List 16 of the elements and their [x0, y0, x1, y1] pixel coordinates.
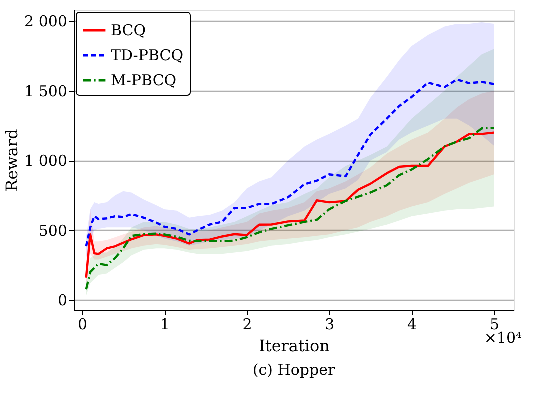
y-tick-label: 500	[38, 222, 68, 240]
y-tick-label: 1 000	[24, 152, 68, 170]
legend-label: M-PBCQ	[111, 72, 177, 90]
x-tick-label: 2	[242, 316, 252, 334]
text: (c) Hopper	[252, 361, 336, 379]
y-tick-label: 0	[58, 292, 68, 310]
legend-label: BCQ	[111, 22, 146, 40]
x-tick-label: 4	[408, 316, 418, 334]
y-axis-title: Reward	[2, 129, 22, 192]
x-tick-label: 0	[78, 316, 88, 334]
x-tick-label: 3	[325, 316, 335, 334]
x-tick-label: 1	[160, 316, 170, 334]
x-axis-title: Iteration	[259, 336, 330, 356]
y-tick-label: 1 500	[24, 82, 68, 100]
y-tick-label: 2 000	[24, 12, 68, 31]
legend-label: TD-PBCQ	[111, 46, 184, 64]
